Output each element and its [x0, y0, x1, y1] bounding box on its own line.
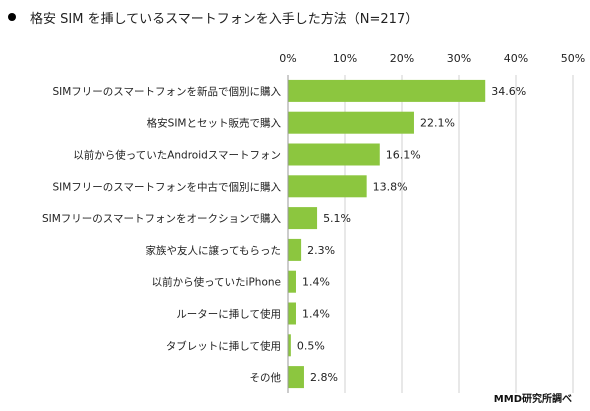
chart-title: 格安 SIM を挿しているスマートフォンを入手した方法（N=217）: [8, 8, 418, 27]
data-label: 22.1%: [420, 117, 455, 130]
x-tick-label: 40%: [504, 52, 528, 65]
bar: [288, 175, 367, 198]
data-label: 1.4%: [302, 276, 330, 289]
data-label: 13.8%: [373, 180, 408, 193]
x-tick-label: 20%: [390, 52, 414, 65]
data-label: 1.4%: [302, 308, 330, 321]
category-label: SIMフリーのスマートフォンを中古で個別に購入: [52, 180, 281, 193]
category-label: SIMフリーのスマートフォンをオークションで購入: [42, 212, 282, 225]
x-tick-label: 50%: [561, 52, 585, 65]
category-label: タブレットに挿して使用: [166, 339, 281, 352]
bar: [288, 270, 296, 293]
bar: [288, 79, 486, 102]
bar: [288, 111, 414, 134]
data-label: 2.8%: [310, 371, 338, 384]
data-label: 2.3%: [307, 244, 335, 257]
bar: [288, 143, 380, 166]
bar: [288, 366, 304, 389]
bar: [288, 334, 291, 357]
bar: [288, 302, 296, 325]
data-label: 34.6%: [491, 85, 526, 98]
category-label: 以前から使っていたiPhone: [152, 276, 281, 289]
category-label: SIMフリーのスマートフォンを新品で個別に購入: [52, 85, 281, 98]
category-label: 家族や友人に譲ってもらった: [146, 244, 281, 257]
data-label: 0.5%: [297, 339, 325, 352]
category-label: その他: [250, 371, 282, 384]
bar: [288, 238, 302, 261]
x-tick-label: 0%: [279, 52, 296, 65]
bar: [288, 207, 318, 230]
category-label: 以前から使っていたAndroidスマートフォン: [73, 149, 281, 162]
x-tick-label: 10%: [333, 52, 357, 65]
source-note: MMD研究所調べ: [493, 394, 572, 405]
data-label: 5.1%: [323, 212, 351, 225]
chart-title-text: 格安 SIM を挿しているスマートフォンを入手した方法（N=217）: [30, 12, 419, 27]
category-label: ルーターに挿して使用: [176, 308, 281, 321]
data-label: 16.1%: [386, 149, 421, 162]
x-tick-label: 30%: [447, 52, 471, 65]
category-label: 格安SIMとセット販売で購入: [147, 117, 282, 130]
bullet-icon: [8, 13, 16, 21]
